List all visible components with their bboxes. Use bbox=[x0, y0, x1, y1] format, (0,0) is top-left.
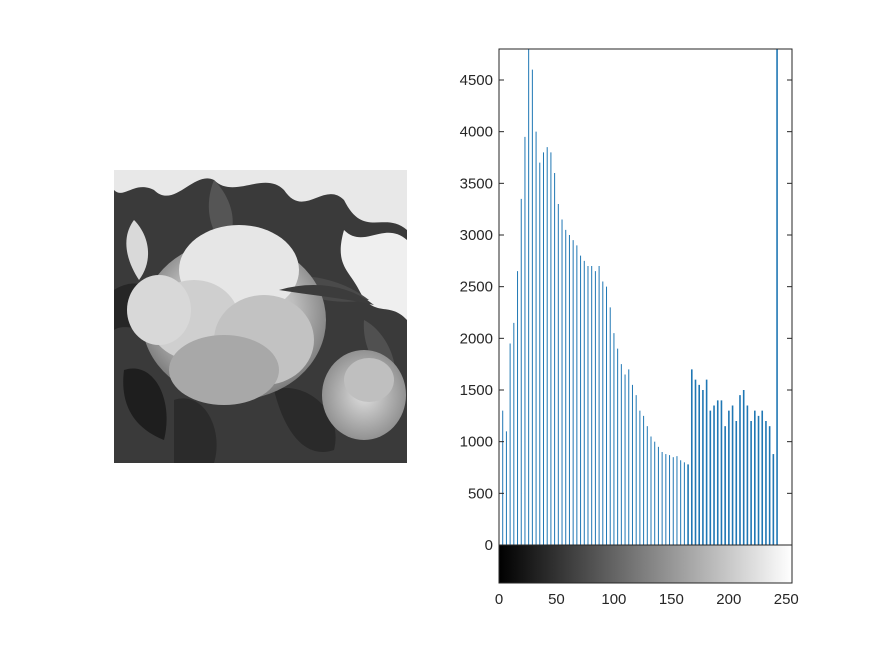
y-tick-label: 1500 bbox=[460, 382, 493, 399]
y-tick-label: 3000 bbox=[460, 227, 493, 244]
grayscale-colorbar bbox=[498, 544, 793, 584]
histogram-bars bbox=[498, 49, 778, 545]
x-tick-label: 150 bbox=[659, 591, 684, 608]
y-tick-label: 3500 bbox=[460, 175, 493, 192]
x-tick-label: 50 bbox=[548, 591, 565, 608]
y-tick-label: 4000 bbox=[460, 124, 493, 141]
y-tick-label: 4500 bbox=[460, 72, 493, 89]
x-axis-ticks: 0 50 100 150 200 250 bbox=[495, 578, 799, 608]
y-tick-label: 500 bbox=[468, 485, 493, 502]
y-tick-label: 1000 bbox=[460, 434, 493, 451]
y-tick-label: 2500 bbox=[460, 279, 493, 296]
x-tick-label: 200 bbox=[716, 591, 741, 608]
y-tick-label: 2000 bbox=[460, 330, 493, 347]
grayscale-flower-photo-icon bbox=[114, 170, 407, 463]
x-tick-label: 0 bbox=[495, 591, 503, 608]
y-axis-ticks: 0 500 1000 1500 2000 2500 3000 3500 4000 4500 bbox=[460, 72, 792, 554]
x-tick-label: 250 bbox=[774, 591, 799, 608]
x-tick-label: 100 bbox=[601, 591, 626, 608]
y-tick-label: 0 bbox=[485, 537, 493, 554]
